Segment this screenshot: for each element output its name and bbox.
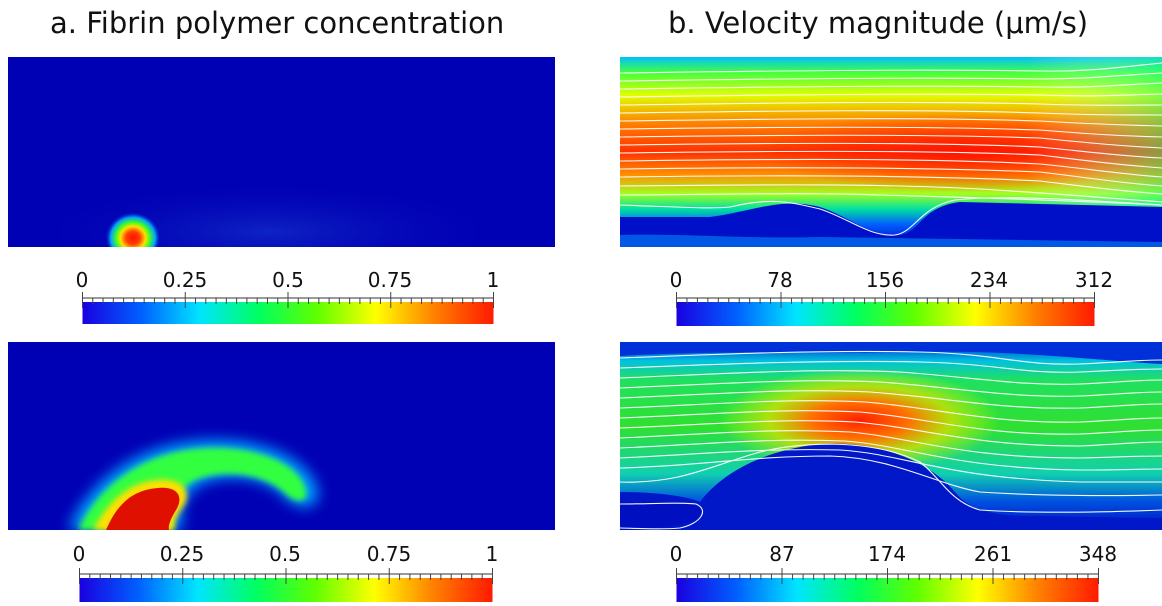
colorbar-tick-label: 1 bbox=[485, 542, 499, 566]
colorbar-tick-label: 0.5 bbox=[272, 268, 304, 292]
colorbar-tick-label: 0.5 bbox=[269, 542, 301, 566]
colorbar-tick-label: 312 bbox=[1074, 268, 1114, 292]
colorbar-tick-label: 0 bbox=[72, 542, 86, 566]
colorbar-tick-label: 0.25 bbox=[159, 542, 205, 566]
velocity-field-late bbox=[620, 342, 1162, 530]
colorbar-b-top: 0 78 156 234 312 bbox=[670, 268, 1113, 328]
colorbar-tick-label: 0.75 bbox=[367, 268, 413, 292]
colorbar-tick-label: 174 bbox=[867, 542, 907, 566]
colorbar-gradient bbox=[676, 568, 1099, 602]
colorbar-tick-label: 0 bbox=[669, 542, 683, 566]
colorbar-tick-label: 0 bbox=[669, 268, 683, 292]
colorbar-a-bottom: 0 0.25 0.5 0.75 1 bbox=[73, 542, 498, 604]
colorbar-tick-label: 78 bbox=[767, 268, 793, 292]
colorbar-tick-label: 348 bbox=[1078, 542, 1118, 566]
colorbar-tick-label: 1 bbox=[486, 268, 500, 292]
colorbar-gradient bbox=[79, 568, 493, 602]
fibrin-field-late bbox=[8, 342, 555, 530]
colorbar-gradient bbox=[82, 292, 494, 324]
panel-b-title: b. Velocity magnitude (μm/s) bbox=[668, 6, 1089, 40]
fibrin-field-early bbox=[8, 57, 555, 247]
colorbar-tick-label: 0 bbox=[75, 268, 89, 292]
colorbar-tick-label: 0.25 bbox=[162, 268, 208, 292]
colorbar-tick-label: 156 bbox=[865, 268, 905, 292]
colorbar-tick-label: 234 bbox=[969, 268, 1009, 292]
panel-a-title: a. Fibrin polymer concentration bbox=[50, 6, 505, 40]
colorbar-a-top: 0 0.25 0.5 0.75 1 bbox=[76, 268, 499, 328]
colorbar-b-bottom: 0 87 174 261 348 bbox=[670, 542, 1117, 604]
colorbar-tick-label: 261 bbox=[973, 542, 1013, 566]
velocity-field-early bbox=[620, 57, 1162, 247]
colorbar-tick-label: 0.75 bbox=[366, 542, 412, 566]
colorbar-gradient bbox=[676, 292, 1095, 326]
colorbar-tick-label: 87 bbox=[769, 542, 795, 566]
